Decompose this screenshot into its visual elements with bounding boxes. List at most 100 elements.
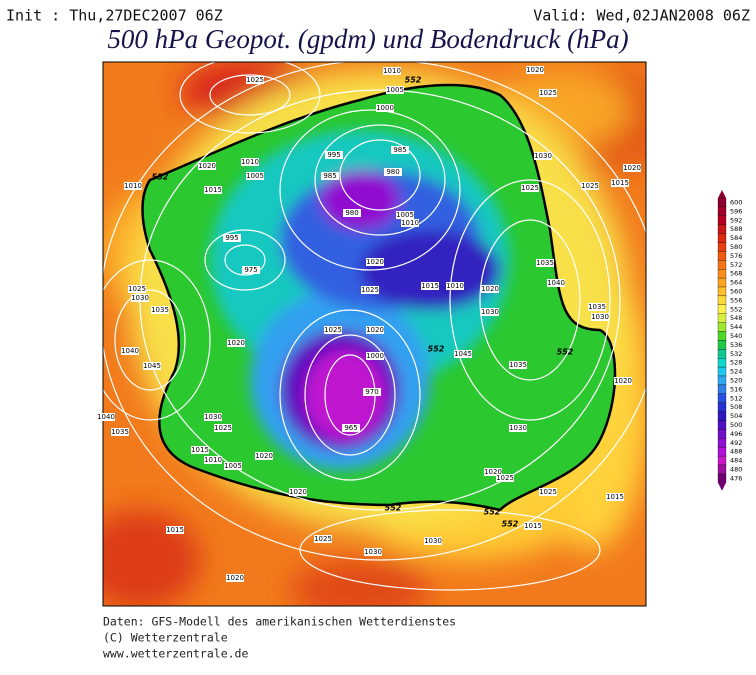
isobar-label: 1020: [289, 488, 307, 496]
isobar-label-bg: [143, 362, 161, 370]
isobar-label-bg: [401, 219, 419, 227]
isobar-label-bg: [325, 151, 343, 159]
colorbar-label: 484: [730, 457, 742, 465]
isobar-label: 1020: [255, 452, 273, 460]
colorbar-label: 584: [730, 234, 742, 242]
colorbar-label: 560: [730, 287, 742, 295]
isobar-label-bg: [198, 162, 216, 170]
isobar-label-bg: [386, 86, 404, 94]
isobar-label-bg: [214, 424, 232, 432]
isobar-label: 1025: [361, 286, 379, 294]
colorbar-swatch: [717, 269, 727, 279]
isobar-label-bg: [396, 211, 414, 219]
isobar-label: 1030: [131, 294, 149, 302]
init-time: Init : Thu,27DEC2007 06Z: [6, 7, 223, 25]
colorbar-label: 524: [730, 368, 742, 376]
isobar-label: 1040: [121, 347, 139, 355]
isobar-label: 995: [225, 234, 238, 242]
colorbar-label: 588: [730, 225, 742, 233]
isobar-label-bg: [614, 377, 632, 385]
height-label: 552: [484, 508, 501, 517]
isobar-label: 1020: [198, 162, 216, 170]
colorbar-label: 564: [730, 279, 742, 287]
isobar-label: 1020: [484, 468, 502, 476]
colorbar-swatch: [717, 295, 727, 305]
isobar-label: 1030: [509, 424, 527, 432]
isobar-label: 1030: [534, 152, 552, 160]
colorbar-swatch: [717, 402, 727, 412]
isobar-label: 1025: [314, 535, 332, 543]
isobar-label-bg: [606, 493, 624, 501]
colorbar-label: 512: [730, 394, 742, 402]
colorbar-label: 492: [730, 439, 742, 447]
colorbar-label: 504: [730, 412, 742, 420]
isobar-label: 1010: [446, 282, 464, 290]
isobar-label-bg: [321, 172, 339, 180]
isobar-label: 1045: [143, 362, 161, 370]
isobar-label-bg: [204, 413, 222, 421]
colorbar-label: 516: [730, 385, 742, 393]
isobar-label-bg: [481, 308, 499, 316]
isobar-label-bg: [204, 456, 222, 464]
colorbar-swatch: [717, 242, 727, 252]
colorbar-swatch: [717, 251, 727, 261]
isobar-label-bg: [539, 89, 557, 97]
isobar-label: 1025: [246, 76, 264, 84]
isobar-label-bg: [241, 158, 259, 166]
isobar-label: 1025: [128, 285, 146, 293]
isobar-label: 1010: [124, 182, 142, 190]
isobar-label-bg: [226, 574, 244, 582]
height-label: 552: [428, 345, 445, 354]
isobar-label-bg: [324, 326, 342, 334]
isobar-label: 970: [365, 388, 378, 396]
colorbar-label: 596: [730, 207, 742, 215]
colorbar-label: 548: [730, 314, 742, 322]
isobar-label: 1035: [536, 259, 554, 267]
colorbar-swatch: [717, 455, 727, 466]
map-title: 500 hPa Geopot. (gpdm) und Bodendruck (h…: [107, 24, 628, 54]
isobar-label-bg: [376, 104, 394, 112]
colorbar-label: 528: [730, 359, 742, 367]
isobar-label: 1000: [366, 352, 384, 360]
isobar-label: 1005: [386, 86, 404, 94]
colorbar-swatch: [717, 393, 727, 403]
isobar-label-bg: [289, 488, 307, 496]
isobar-label-bg: [623, 164, 641, 172]
isobar-label-bg: [191, 446, 209, 454]
isobar-label-bg: [521, 184, 539, 192]
isobar-label-bg: [581, 182, 599, 190]
isobar-label: 1035: [151, 306, 169, 314]
colorbar-label: 480: [730, 465, 742, 473]
isobar-label-bg: [421, 282, 439, 290]
colorbar-swatch: [717, 438, 727, 448]
isobar-label-bg: [121, 347, 139, 355]
isobar-label: 1040: [97, 413, 115, 421]
isobar-label-bg: [227, 339, 245, 347]
colorbar-label: 576: [730, 252, 742, 260]
isobar-label-bg: [363, 388, 381, 396]
colorbar-swatch: [717, 366, 727, 377]
colorbar-swatch: [717, 411, 727, 421]
colorbar-label: 600: [730, 198, 742, 206]
isobar-label-bg: [524, 522, 542, 530]
isobar-label: 1025: [521, 184, 539, 192]
colorbar-swatch: [717, 473, 727, 483]
colorbar-label: 552: [730, 305, 742, 313]
isobar-label: 1015: [166, 526, 184, 534]
height-label: 552: [152, 173, 169, 182]
isobar-label: 1010: [241, 158, 259, 166]
isobar-label: 1025: [496, 474, 514, 482]
isobar-label-bg: [131, 294, 149, 302]
isobar-label: 1010: [401, 219, 419, 227]
isobar-label: 1025: [324, 326, 342, 334]
colorbar-swatch: [717, 304, 727, 314]
colorbar-swatch: [717, 277, 727, 288]
isobar-label-bg: [384, 168, 402, 176]
colorbar-label: 532: [730, 350, 742, 358]
isobar-label: 1045: [454, 350, 472, 358]
isobar-label: 1015: [606, 493, 624, 501]
isobar-label: 1030: [481, 308, 499, 316]
isobar-label-bg: [204, 186, 222, 194]
isobar-label: 1025: [214, 424, 232, 432]
isobar-label: 980: [386, 168, 399, 176]
